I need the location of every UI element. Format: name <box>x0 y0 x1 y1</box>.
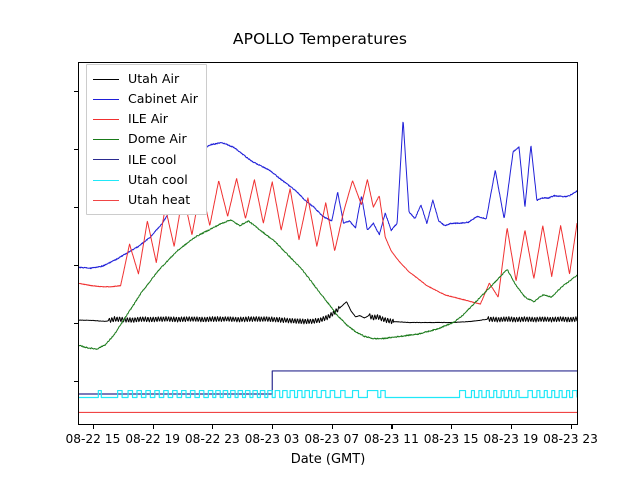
chart-legend: Utah Air Cabinet Air ILE Air Dome Air ILE co… <box>86 64 207 216</box>
x-axis-label: Date (GMT) <box>290 452 366 467</box>
x-tick-label: 08-23 15 <box>423 432 479 446</box>
legend-swatch-icon <box>93 98 119 100</box>
series-utah-air <box>79 301 577 325</box>
x-tick-mark <box>152 425 154 429</box>
series-ile-air <box>79 178 577 305</box>
series-dome-air <box>79 219 577 350</box>
legend-label: Utah cool <box>128 171 188 187</box>
legend-item-dome-air[interactable]: Dome Air <box>93 130 198 150</box>
y-tick-mark <box>74 322 78 325</box>
y-tick-mark <box>74 206 78 209</box>
x-tick-label: 08-23 07 <box>304 432 360 446</box>
y-tick-mark <box>74 148 78 151</box>
x-tick-label: 08-23 11 <box>364 432 419 446</box>
legend-swatch-icon <box>93 159 119 161</box>
legend-item-ile-air[interactable]: ILE Air <box>93 109 198 129</box>
x-tick-label: 08-23 19 <box>483 432 539 446</box>
x-tick-label: 08-23 23 <box>543 432 598 446</box>
x-tick-mark <box>451 425 453 429</box>
series-ile-cool <box>79 370 577 395</box>
legend-swatch-icon <box>93 179 119 181</box>
legend-item-cabinet-air[interactable]: Cabinet Air <box>93 89 198 109</box>
series-utah-cool <box>79 389 577 399</box>
legend-label: Dome Air <box>128 131 187 147</box>
legend-swatch-icon <box>93 78 119 80</box>
x-tick-label: 08-22 23 <box>184 432 240 446</box>
legend-item-utah-heat[interactable]: Utah heat <box>93 190 198 210</box>
legend-label: Utah Air <box>128 70 180 86</box>
x-tick-mark <box>391 425 393 429</box>
x-tick-mark <box>510 425 512 429</box>
series-canvas <box>79 121 577 414</box>
legend-swatch-icon <box>93 199 119 201</box>
legend-label: ILE cool <box>128 151 177 167</box>
x-tick-label: 08-22 19 <box>125 432 181 446</box>
y-tick-mark <box>74 90 78 93</box>
legend-swatch-icon <box>93 118 119 120</box>
y-tick-mark <box>74 380 78 383</box>
x-tick-label: 08-23 03 <box>244 432 300 446</box>
legend-item-utah-air[interactable]: Utah Air <box>93 69 198 89</box>
legend-item-ile-cool[interactable]: ILE cool <box>93 150 198 170</box>
legend-label: Cabinet Air <box>128 90 198 106</box>
y-tick-mark <box>74 264 78 267</box>
legend-item-utah-cool[interactable]: Utah cool <box>93 170 198 190</box>
x-tick-mark <box>92 425 95 429</box>
legend-label: ILE Air <box>128 111 168 127</box>
x-tick-mark <box>272 425 274 429</box>
legend-label: Utah heat <box>128 191 191 207</box>
legend-swatch-icon <box>93 139 119 141</box>
x-tick-mark <box>570 425 572 429</box>
x-tick-label: 08-22 15 <box>65 432 121 446</box>
x-tick-mark <box>331 425 333 429</box>
chart-title: APOLLO Temperatures <box>232 30 408 48</box>
x-tick-mark <box>212 425 214 429</box>
